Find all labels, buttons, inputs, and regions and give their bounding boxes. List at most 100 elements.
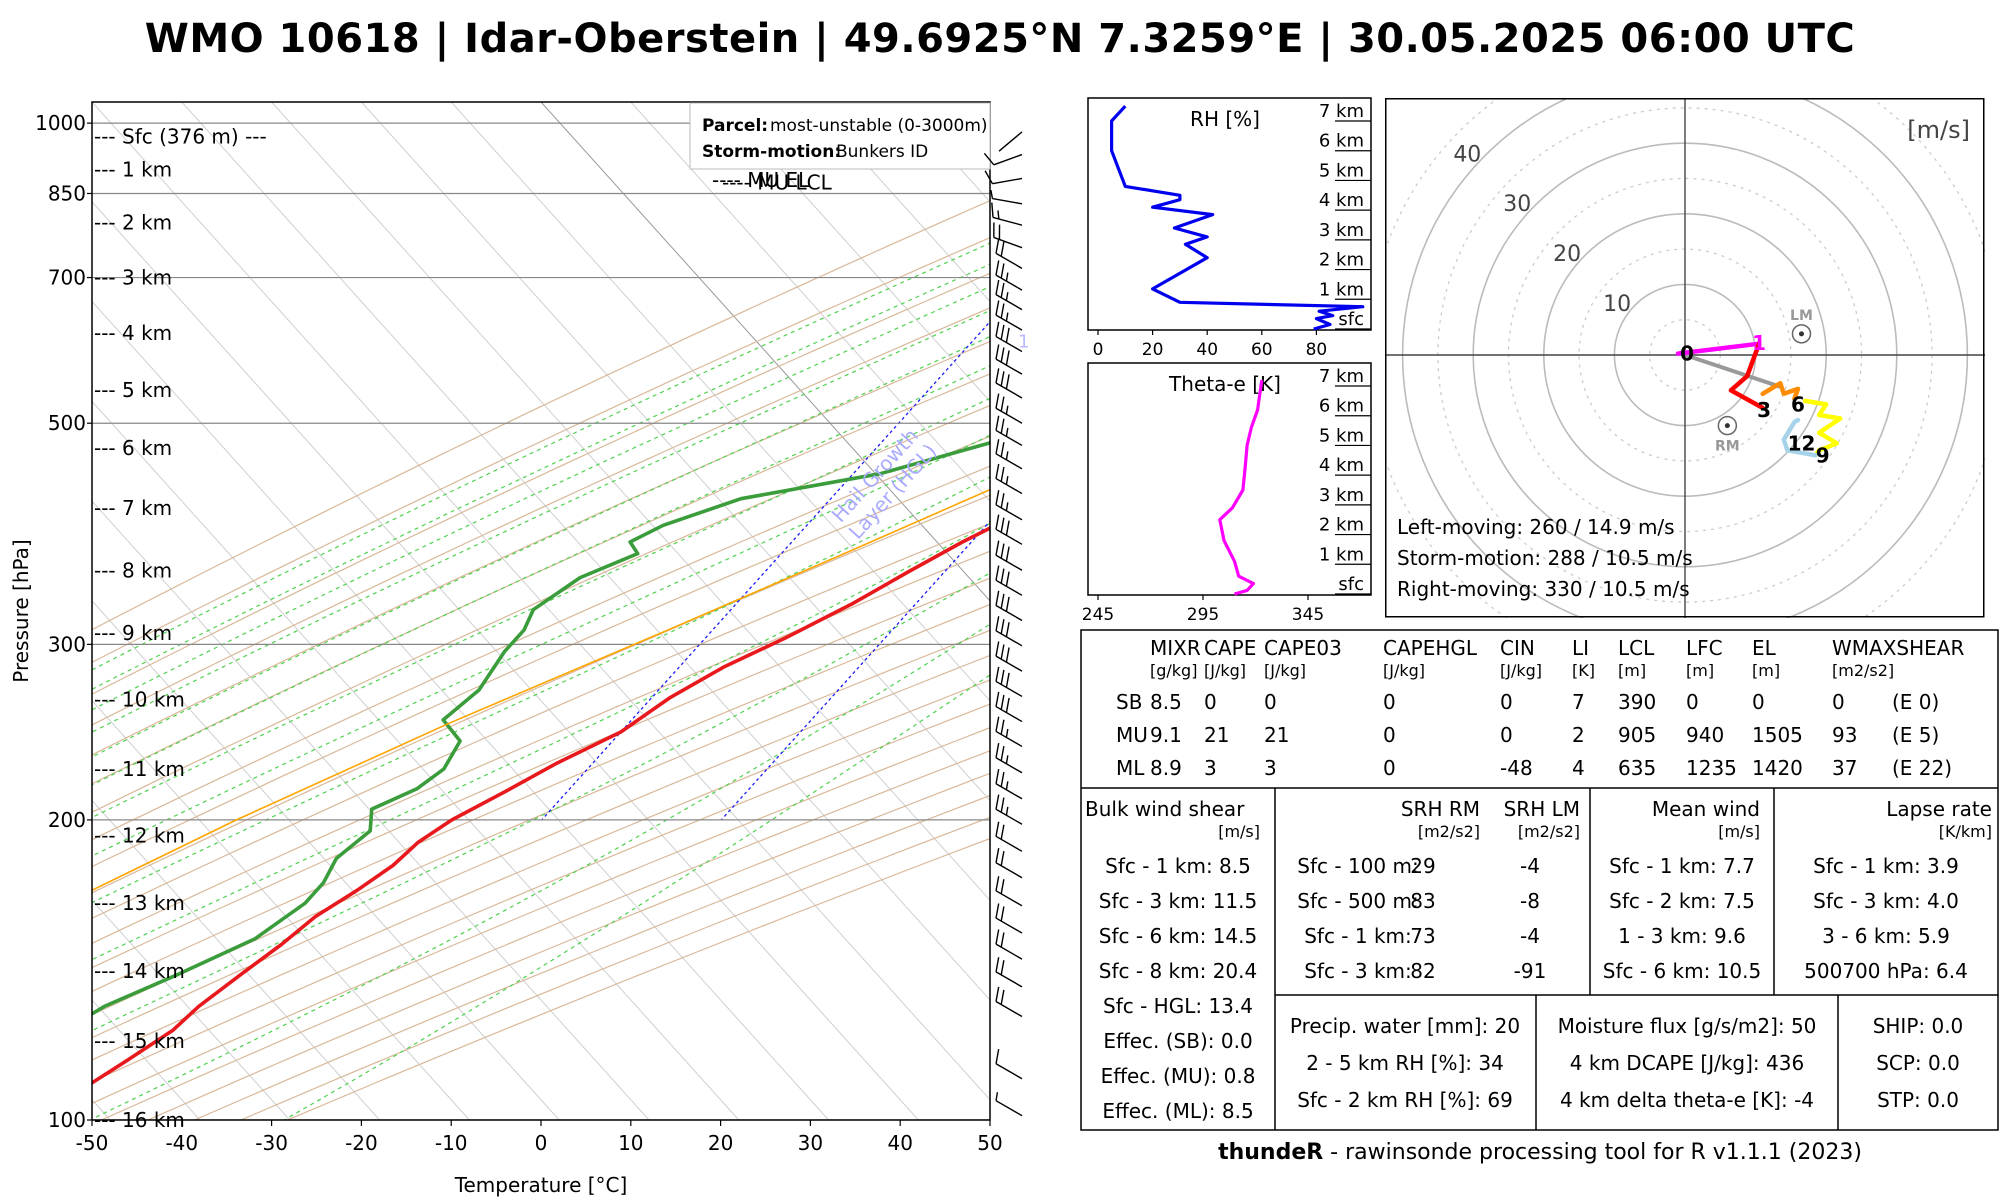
barb-shaft xyxy=(995,429,1023,447)
table-header: LFC xyxy=(1686,636,1723,660)
storm-motion-text: Storm-motion: 288 / 10.5 m/s xyxy=(1397,546,1693,570)
table-header: LI xyxy=(1572,636,1589,660)
srh-lm-unit: [m2/s2] xyxy=(1518,822,1580,841)
barb-half-flag xyxy=(997,210,1000,220)
wind-barb xyxy=(995,616,1023,647)
temperature-tick-label: -10 xyxy=(435,1131,468,1155)
lapse-rate-row: Sfc - 3 km: 4.0 xyxy=(1813,889,1959,913)
height-label: --- 4 km xyxy=(94,321,172,345)
table-cell: 940 xyxy=(1686,723,1724,747)
table-header: CAPEHGL xyxy=(1383,636,1478,660)
barb-flag xyxy=(1000,263,1005,279)
x-tick-label: 20 xyxy=(1142,340,1164,355)
mixing-ratio-line xyxy=(1016,102,1081,359)
left-moving-text: Left-moving: 260 / 14.9 m/s xyxy=(1397,515,1675,539)
table-cell: 0 xyxy=(1752,690,1765,714)
barb-flag xyxy=(995,514,1000,530)
dry-adiabat xyxy=(92,465,990,868)
barb-flag xyxy=(1000,850,1005,866)
srh-rm-value: 73 xyxy=(1410,924,1435,948)
barb-half-flag xyxy=(1005,755,1009,764)
table-cell: 0 xyxy=(1383,756,1396,780)
legend-parcel-label: Parcel: xyxy=(702,116,768,136)
wind-barb xyxy=(995,260,1023,291)
table-header-unit: [m2/s2] xyxy=(1832,661,1894,680)
barb-flag xyxy=(1000,932,1005,948)
barb-shaft xyxy=(995,504,1023,521)
barb-flag xyxy=(1000,824,1005,840)
wind-barb xyxy=(995,1048,1023,1080)
table-header-unit: [g/kg] xyxy=(1150,661,1197,680)
barb-shaft xyxy=(995,407,1023,424)
barb-flag xyxy=(995,769,1000,784)
dry-adiabat xyxy=(92,494,990,894)
height-label: --- 10 km xyxy=(94,688,185,712)
wind-barb xyxy=(995,691,1023,723)
bulk-shear-row: Sfc - HGL: 13.4 xyxy=(1103,994,1253,1018)
barb-half-flag xyxy=(1005,781,1009,790)
table-header-unit: [J/kg] xyxy=(1264,661,1306,680)
x-tick-label: 80 xyxy=(1306,340,1328,355)
moisture-param-row: Sfc - 2 km RH [%]: 69 xyxy=(1297,1088,1513,1112)
barb-half-flag xyxy=(1005,292,1009,301)
barb-shaft xyxy=(995,604,1023,622)
height-tick-label: 6 km xyxy=(1319,131,1364,152)
isotherm xyxy=(181,102,990,1001)
barb-flag xyxy=(1000,593,1005,609)
hodograph-ring-label: 40 xyxy=(1453,142,1481,167)
height-tick-label: 2 km xyxy=(1319,250,1364,271)
barb-shaft xyxy=(995,655,1023,672)
wind-barb xyxy=(995,321,1023,353)
dry-adiabat xyxy=(92,435,990,841)
wind-barb xyxy=(995,463,1023,495)
barb-flag xyxy=(1000,347,1005,363)
height-label: --- 1 km xyxy=(94,158,172,182)
barb-flag xyxy=(995,1048,1000,1064)
wind-barb xyxy=(984,170,1023,185)
barb-shaft xyxy=(995,943,1023,960)
wind-barb xyxy=(995,986,1023,1018)
height-label: --- 5 km xyxy=(94,378,172,402)
storm-motion-label: LM xyxy=(1790,308,1813,324)
parameters-outer-frame xyxy=(1080,629,1999,1131)
height-label: --- 11 km xyxy=(94,757,185,781)
table-cell: 93 xyxy=(1832,723,1857,747)
dry-adiabat xyxy=(92,703,990,1083)
table-cell: 3 xyxy=(1204,756,1217,780)
barb-flag xyxy=(1000,517,1005,533)
storm-motion-dot xyxy=(1724,423,1730,429)
temperature-tick-label: 0 xyxy=(535,1131,548,1155)
wind-barb xyxy=(983,152,1023,166)
hodograph-segment xyxy=(1728,341,1765,411)
hodograph-unit: [m/s] xyxy=(1907,116,1970,144)
barb-shaft xyxy=(995,358,1023,375)
isotherm xyxy=(92,300,829,1120)
shear-vector xyxy=(1684,353,1781,389)
x-tick-label: 40 xyxy=(1196,340,1218,355)
table-header-unit: [J/kg] xyxy=(1500,661,1542,680)
table-cell: 1235 xyxy=(1686,756,1737,780)
barb-flag xyxy=(1005,647,1010,663)
barb-flag xyxy=(995,415,1000,431)
table-cell: 7 xyxy=(1572,690,1585,714)
wind-barb xyxy=(991,202,1023,226)
dry-adiabat xyxy=(92,340,990,756)
theta-e-profile-chart: Theta-e [K] 7 km 6 km 5 km 4 km 3 km 2 km 1 km… xyxy=(1082,362,1372,625)
barb-flag xyxy=(1000,906,1005,922)
dry-adiabat xyxy=(92,679,990,1061)
temperature-tick-label: 20 xyxy=(708,1131,733,1155)
dry-adiabat xyxy=(92,522,990,919)
barb-flag xyxy=(995,439,1000,454)
rh-profile-chart: RH [%] 7 km 6 km 5 km 4 km 3 km 2 km 1 km sfc 0 2… xyxy=(1087,97,1372,355)
srh-row-label: Sfc - 1 km: xyxy=(1304,924,1412,948)
barb-half-flag xyxy=(1005,502,1009,511)
table-header: EL xyxy=(1752,636,1777,660)
barb-shaft xyxy=(995,528,1023,545)
barb-flag xyxy=(1000,669,1005,685)
pressure-tick-label: 700 xyxy=(48,266,86,290)
footer-credit: thundeR - rawinsonde processing tool for… xyxy=(1080,1140,2000,1165)
wind-barb xyxy=(995,847,1023,879)
barb-flag xyxy=(1000,694,1005,710)
temperature-tick-label: 40 xyxy=(887,1131,912,1155)
table-cell: 3 xyxy=(1264,756,1277,780)
